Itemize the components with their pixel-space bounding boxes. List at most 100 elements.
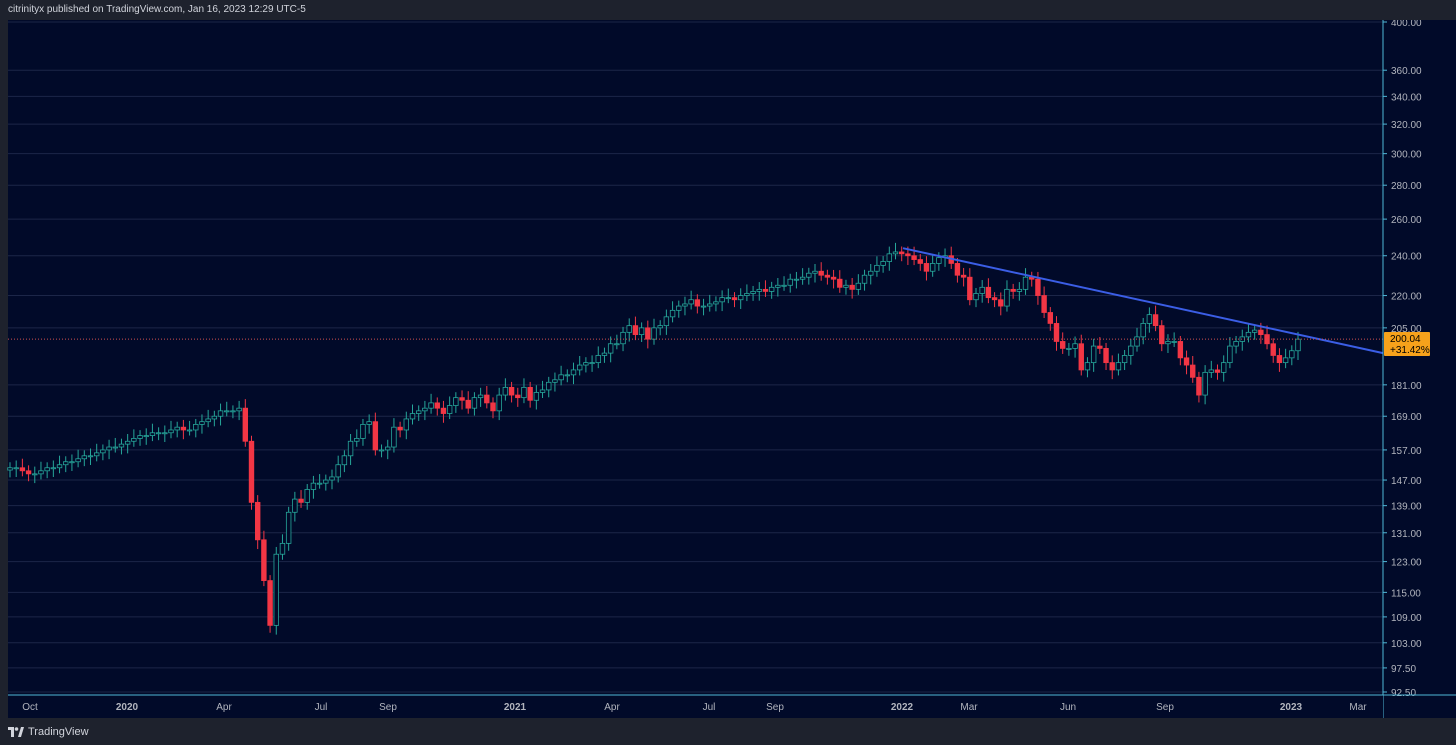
- candle[interactable]: [1196, 371, 1202, 403]
- candle[interactable]: [1190, 355, 1196, 383]
- candle[interactable]: [967, 268, 973, 306]
- candle[interactable]: [812, 263, 818, 283]
- candle[interactable]: [527, 381, 533, 408]
- candle[interactable]: [434, 397, 440, 416]
- candle[interactable]: [576, 355, 583, 376]
- candle[interactable]: [254, 495, 261, 550]
- candle[interactable]: [1121, 350, 1128, 371]
- candle[interactable]: [663, 309, 670, 335]
- candle[interactable]: [775, 278, 781, 297]
- candle[interactable]: [1140, 317, 1146, 345]
- candle[interactable]: [737, 288, 744, 309]
- candle[interactable]: [1159, 320, 1165, 352]
- candle[interactable]: [347, 434, 354, 466]
- candle[interactable]: [1004, 280, 1010, 312]
- candle[interactable]: [1053, 316, 1060, 351]
- candle[interactable]: [632, 316, 639, 341]
- candle[interactable]: [1251, 324, 1258, 340]
- candle[interactable]: [985, 278, 992, 304]
- candle[interactable]: [230, 405, 236, 419]
- candle[interactable]: [515, 387, 521, 407]
- candle[interactable]: [1183, 350, 1190, 375]
- candle[interactable]: [508, 381, 515, 403]
- candle[interactable]: [1010, 283, 1016, 299]
- candle[interactable]: [385, 439, 391, 460]
- candle[interactable]: [1165, 334, 1171, 354]
- candle[interactable]: [1128, 338, 1134, 365]
- candle[interactable]: [589, 355, 595, 372]
- candle[interactable]: [32, 466, 38, 484]
- candle[interactable]: [558, 365, 564, 386]
- candle[interactable]: [707, 294, 713, 312]
- candle[interactable]: [1022, 268, 1029, 295]
- candle[interactable]: [310, 475, 317, 499]
- candle[interactable]: [453, 392, 459, 413]
- candle[interactable]: [824, 269, 831, 285]
- candle[interactable]: [1233, 335, 1239, 354]
- candle[interactable]: [533, 385, 540, 410]
- candle[interactable]: [44, 462, 50, 479]
- candle[interactable]: [465, 391, 471, 414]
- candle[interactable]: [323, 474, 329, 491]
- candle[interactable]: [1066, 342, 1072, 356]
- candle[interactable]: [118, 438, 125, 455]
- candle[interactable]: [236, 400, 242, 421]
- candle[interactable]: [669, 301, 676, 323]
- candle[interactable]: [1276, 348, 1283, 372]
- candle[interactable]: [93, 443, 100, 462]
- candle[interactable]: [397, 421, 403, 438]
- candle[interactable]: [446, 396, 453, 420]
- candle[interactable]: [205, 409, 211, 428]
- candle[interactable]: [1146, 307, 1153, 333]
- candle[interactable]: [403, 411, 410, 440]
- candle[interactable]: [1264, 325, 1270, 350]
- candle[interactable]: [973, 288, 979, 308]
- candle[interactable]: [1047, 307, 1054, 331]
- candle[interactable]: [892, 242, 899, 260]
- candle[interactable]: [694, 294, 701, 314]
- candle[interactable]: [1084, 357, 1091, 378]
- candle[interactable]: [50, 460, 57, 478]
- candle[interactable]: [607, 336, 614, 363]
- candle[interactable]: [960, 267, 967, 287]
- candle[interactable]: [583, 357, 589, 373]
- candle[interactable]: [614, 334, 620, 350]
- candle[interactable]: [124, 434, 131, 454]
- candle[interactable]: [725, 288, 732, 304]
- candle[interactable]: [1270, 338, 1276, 363]
- candle[interactable]: [1245, 323, 1252, 343]
- candle[interactable]: [106, 439, 112, 460]
- candle[interactable]: [1134, 327, 1140, 352]
- candle[interactable]: [991, 292, 998, 308]
- candle[interactable]: [174, 421, 180, 438]
- candle[interactable]: [843, 279, 849, 295]
- candle[interactable]: [19, 458, 26, 477]
- candle[interactable]: [372, 412, 379, 456]
- candle[interactable]: [719, 290, 725, 312]
- candle[interactable]: [861, 269, 868, 291]
- candle[interactable]: [570, 362, 577, 385]
- candle[interactable]: [874, 256, 880, 277]
- candle[interactable]: [1220, 355, 1227, 382]
- time-axis[interactable]: [8, 695, 1383, 718]
- candle[interactable]: [564, 369, 571, 383]
- candle[interactable]: [162, 425, 168, 443]
- candle[interactable]: [366, 414, 372, 434]
- candle[interactable]: [155, 427, 162, 441]
- candle[interactable]: [143, 428, 149, 445]
- candle[interactable]: [626, 318, 632, 342]
- candle[interactable]: [292, 491, 298, 522]
- candle[interactable]: [149, 423, 156, 442]
- candle[interactable]: [38, 461, 44, 480]
- candle[interactable]: [440, 400, 447, 423]
- candle[interactable]: [781, 276, 787, 291]
- candle[interactable]: [539, 380, 546, 399]
- candle[interactable]: [224, 401, 230, 417]
- candle[interactable]: [100, 444, 106, 461]
- candle[interactable]: [335, 455, 341, 483]
- candle[interactable]: [1072, 336, 1078, 358]
- candle[interactable]: [137, 430, 143, 446]
- candle[interactable]: [886, 246, 893, 271]
- candle[interactable]: [1227, 337, 1233, 369]
- candle[interactable]: [799, 268, 806, 285]
